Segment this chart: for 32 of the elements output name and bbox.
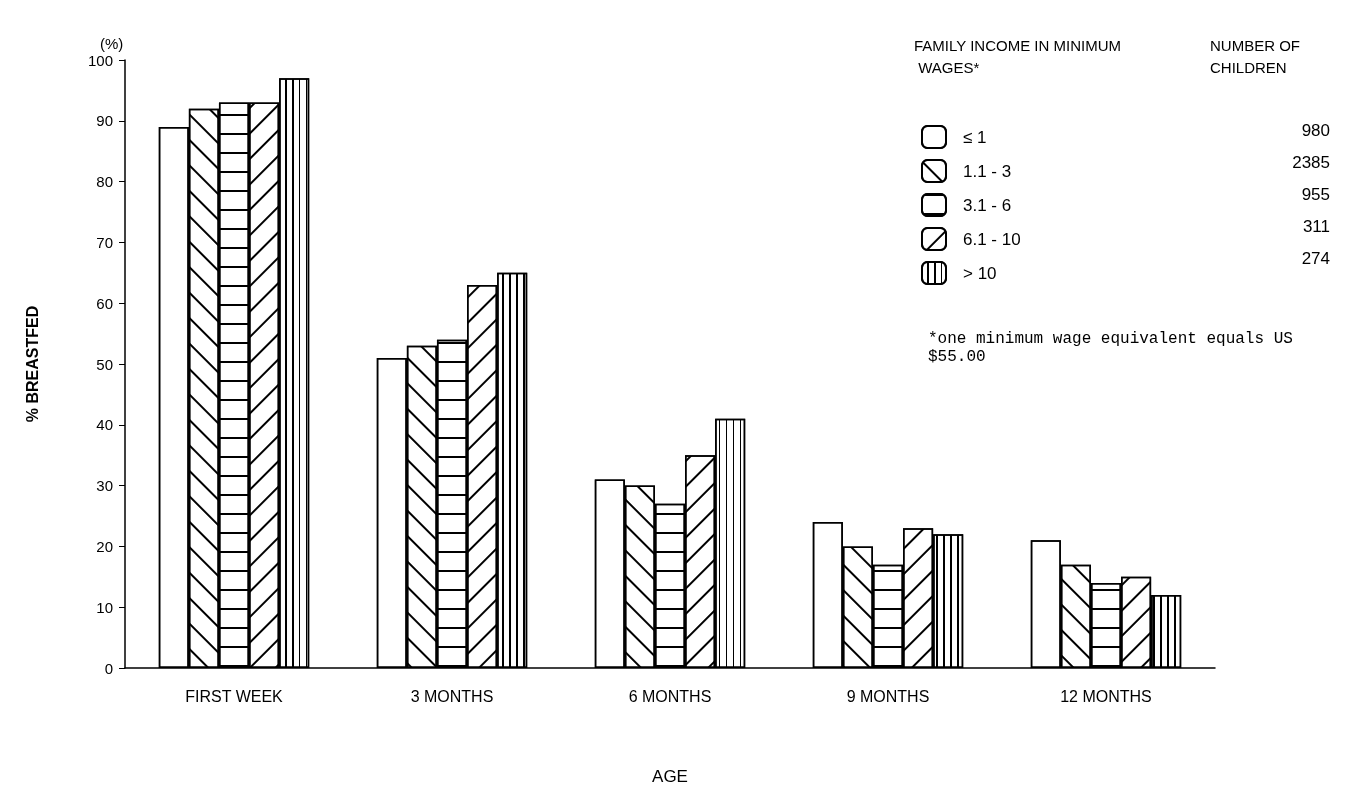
legend-label: 1.1 - 3 <box>963 161 1012 181</box>
y-tick-label: 80 <box>96 173 113 191</box>
text: 980 <box>1301 121 1331 140</box>
y-tick-label: 40 <box>96 416 113 434</box>
x-axis-title: AGE <box>652 767 688 786</box>
legend-label: 6.1 - 10 <box>963 229 1021 249</box>
y-tick-label: 70 <box>96 233 113 251</box>
legend-label: ≤ 1 <box>963 127 987 147</box>
y-tick-label: 50 <box>96 355 113 373</box>
x-tick-label: FIRST WEEK <box>185 687 284 705</box>
legend-label: 3.1 - 6 <box>963 195 1012 215</box>
y-tick-label: 20 <box>96 537 113 555</box>
x-tick-label: 6 MONTHS <box>628 687 712 705</box>
y-tick-label: 100 <box>87 51 113 69</box>
text: 955 <box>1301 185 1331 204</box>
text: 274 <box>1301 249 1331 268</box>
legend-title: FAMILY INCOME IN MINIMUM WAGES* <box>914 36 1121 76</box>
y-axis-title: % BREASTFED <box>23 305 41 423</box>
legend-label: > 10 <box>963 263 997 283</box>
y-tick-label: 60 <box>96 294 113 312</box>
annotation: NUMBER OF CHILDREN <box>1210 36 1305 76</box>
text: 2385 <box>1292 153 1331 172</box>
y-tick-label: 10 <box>96 598 113 616</box>
x-tick-label: 9 MONTHS <box>846 687 930 705</box>
y-tick-label: 30 <box>96 477 113 495</box>
y-tick-label: 90 <box>96 112 113 130</box>
text: (%) <box>100 35 124 52</box>
annotation: *one minimum wage equivalent equals US $55.00 <box>928 330 1303 366</box>
x-tick-label: 12 MONTHS <box>1060 687 1152 705</box>
text: 311 <box>1302 217 1331 236</box>
y-tick-label: 0 <box>104 659 113 677</box>
x-tick-label: 3 MONTHS <box>410 687 494 705</box>
